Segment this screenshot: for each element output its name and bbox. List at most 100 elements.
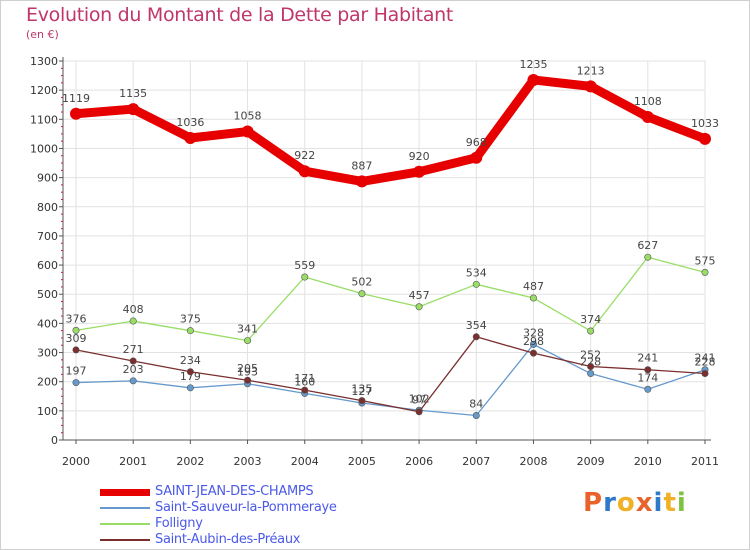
y-tick-label: 300 xyxy=(37,347,58,360)
data-label: 1135 xyxy=(119,87,147,100)
data-point xyxy=(358,397,366,405)
logo-letter: i xyxy=(676,488,687,518)
data-label: 341 xyxy=(237,323,258,336)
data-point xyxy=(470,151,483,164)
data-point xyxy=(527,73,540,86)
data-label: 205 xyxy=(237,362,258,375)
y-tick-label: 1300 xyxy=(30,55,58,68)
legend-swatch-saint-aubin xyxy=(100,539,150,541)
data-label: 968 xyxy=(466,136,487,149)
data-point xyxy=(644,366,652,374)
data-label: 457 xyxy=(409,289,430,302)
y-tick-label: 900 xyxy=(37,172,58,185)
data-point xyxy=(529,340,537,348)
data-point xyxy=(241,125,254,138)
x-tick-label: 2007 xyxy=(462,455,490,468)
data-point xyxy=(72,379,80,387)
data-point xyxy=(358,290,366,298)
proxiti-logo: Proxiti xyxy=(583,488,687,518)
data-label: 174 xyxy=(637,371,658,384)
data-point xyxy=(699,132,711,145)
series-line xyxy=(75,256,706,342)
data-point xyxy=(244,376,252,384)
y-tick-label: 500 xyxy=(37,288,58,301)
data-label: 135 xyxy=(351,383,372,396)
y-tick-label: 1000 xyxy=(30,142,58,155)
data-point xyxy=(129,317,137,325)
data-label: 575 xyxy=(695,254,716,267)
data-label: 203 xyxy=(123,363,144,376)
legend-label: Folligny xyxy=(155,516,203,531)
legend-swatch-folligny xyxy=(100,523,150,525)
data-label: 502 xyxy=(351,276,372,289)
y-tick-label: 100 xyxy=(37,405,58,418)
data-label: 408 xyxy=(123,303,144,316)
data-point xyxy=(587,327,595,335)
x-tick-label: 2002 xyxy=(176,455,204,468)
data-point xyxy=(184,131,197,144)
data-label: 102 xyxy=(409,392,430,405)
data-point xyxy=(298,165,311,178)
legend-swatch-saint-sauveur xyxy=(100,507,150,509)
data-label: 376 xyxy=(66,312,87,325)
data-point xyxy=(587,363,595,371)
data-label: 887 xyxy=(351,159,372,172)
data-label: 241 xyxy=(637,352,658,365)
data-point xyxy=(644,385,652,393)
chart-subtitle: (en €) xyxy=(26,28,59,41)
data-label: 922 xyxy=(294,149,315,162)
x-tick-label: 2008 xyxy=(519,455,547,468)
data-label: 375 xyxy=(180,313,201,326)
data-point xyxy=(129,377,137,385)
data-label: 1235 xyxy=(519,58,547,71)
data-label: 487 xyxy=(523,280,544,293)
data-label: 309 xyxy=(66,332,87,345)
x-tick-label: 2006 xyxy=(405,455,433,468)
data-point xyxy=(72,326,80,334)
y-tick-label: 700 xyxy=(37,230,58,243)
data-label: 328 xyxy=(523,326,544,339)
data-point xyxy=(72,346,80,354)
series-line xyxy=(71,75,710,186)
data-label: 1033 xyxy=(691,117,719,130)
data-label: 354 xyxy=(466,319,487,332)
y-tick-label: 600 xyxy=(37,259,58,272)
data-point xyxy=(129,357,137,365)
data-point xyxy=(413,165,426,178)
y-tick-label: 1100 xyxy=(30,113,58,126)
logo-letter: r xyxy=(603,488,617,518)
data-label: 1108 xyxy=(634,95,662,108)
data-label: 127 xyxy=(351,385,372,398)
data-point xyxy=(587,370,595,378)
data-point xyxy=(244,337,252,345)
data-point xyxy=(641,110,654,123)
legend-label: Saint-Aubin-des-Préaux xyxy=(155,532,301,547)
logo-letter: i xyxy=(653,488,664,518)
logo-letter: t xyxy=(663,488,677,518)
data-label: 197 xyxy=(66,365,87,378)
data-label: 252 xyxy=(580,349,601,362)
data-label: 1119 xyxy=(62,92,90,105)
data-label: 97 xyxy=(412,394,426,407)
data-point xyxy=(584,80,597,93)
x-tick-label: 2000 xyxy=(62,455,90,468)
data-point xyxy=(529,294,537,302)
x-tick-label: 2011 xyxy=(691,455,719,468)
data-point xyxy=(301,273,309,281)
data-point xyxy=(186,327,194,335)
series-line xyxy=(75,336,706,413)
logo-letter: x xyxy=(635,488,654,518)
data-label: 171 xyxy=(294,372,315,385)
data-point xyxy=(127,103,140,116)
data-label: 920 xyxy=(409,150,430,163)
x-tick-label: 2003 xyxy=(234,455,262,468)
legend-swatch-saint-jean xyxy=(100,489,150,496)
data-label: 534 xyxy=(466,266,487,279)
chart-plot: 0 100 200 300 400 500 600 700 800 900 1000 1100 1200… xyxy=(30,55,719,468)
y-tick-label: 400 xyxy=(37,317,58,330)
data-label: 374 xyxy=(580,313,601,326)
data-label: 84 xyxy=(469,398,483,411)
data-point xyxy=(701,268,709,276)
data-label: 1058 xyxy=(234,110,262,123)
